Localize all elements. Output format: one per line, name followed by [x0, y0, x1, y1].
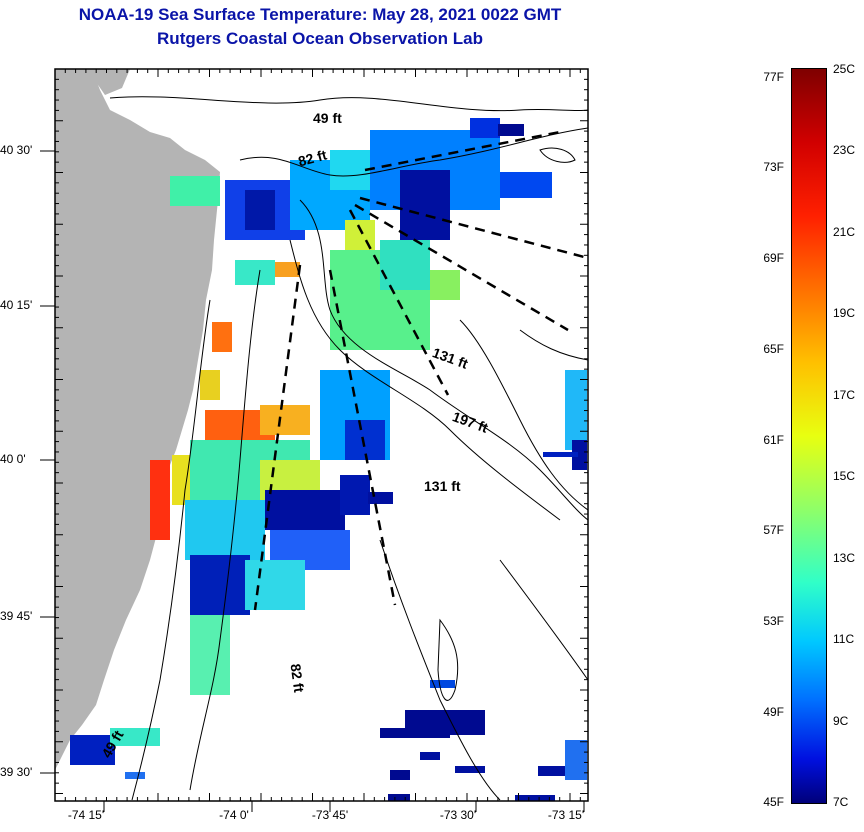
transect-line — [328, 269, 397, 606]
sst-cell — [260, 405, 310, 435]
colorbar-f-tick: 61F — [763, 433, 784, 447]
sst-cell — [70, 735, 115, 765]
lat-label-40-0: 40 0' — [0, 452, 26, 466]
sst-cell — [110, 728, 160, 746]
sst-cell — [245, 560, 305, 610]
contour-line — [499, 559, 589, 681]
colorbar-f-tick: 69F — [763, 251, 784, 265]
sst-cell — [170, 176, 220, 206]
sst-cell — [245, 190, 275, 230]
colorbar-f-tick: 57F — [763, 523, 784, 537]
sst-cell — [380, 728, 450, 738]
transect-line — [354, 203, 569, 332]
contour-line — [289, 239, 561, 521]
sst-cell — [455, 766, 485, 773]
colorbar-c-tick: 25C — [833, 62, 856, 76]
lon-label-74-0: -74 0' — [219, 808, 249, 822]
sst-cell — [420, 752, 440, 760]
transect-line — [359, 196, 589, 260]
colorbar-f-tick: 45F — [763, 795, 784, 809]
lat-label-40-15: 40 15' — [0, 298, 33, 312]
sst-cell — [185, 500, 265, 560]
lon-label-74-15: -74 15' — [67, 808, 105, 822]
sst-cell — [150, 460, 170, 540]
sst-cell — [500, 172, 552, 198]
sst-cell — [200, 370, 220, 400]
transect-line — [253, 264, 302, 611]
contour-line — [109, 96, 589, 112]
sst-cell — [340, 475, 370, 515]
sst-cell — [345, 420, 385, 460]
sst-cell — [212, 322, 232, 352]
sst-cell — [380, 240, 430, 290]
sst-cell — [345, 220, 375, 250]
land-fragment — [55, 69, 130, 95]
sst-cell — [265, 490, 345, 530]
colorbar-f-tick: 65F — [763, 342, 784, 356]
contour-line — [379, 539, 501, 801]
temperature-colorbar — [791, 68, 827, 804]
sst-cell — [125, 772, 145, 779]
contour-line — [189, 269, 261, 791]
sst-cell — [172, 455, 190, 505]
lat-label-40-30: 40 30' — [0, 143, 33, 157]
colorbar-f-tick: 49F — [763, 705, 784, 719]
sst-cell — [368, 492, 393, 504]
sst-cell — [498, 124, 524, 136]
chart-subtitle: Rutgers Coastal Ocean Observation Lab — [157, 29, 483, 48]
colorbar-c-tick: 11C — [833, 632, 855, 646]
contour-line — [131, 299, 211, 801]
lon-label-73-15: -73 15' — [547, 808, 585, 822]
contour-line — [299, 199, 589, 521]
colorbar-f-tick: 53F — [763, 614, 784, 628]
sst-data-layer — [70, 118, 587, 801]
sst-cell — [190, 555, 250, 615]
sst-cell — [565, 740, 587, 780]
sst-cell — [190, 615, 230, 695]
chart-title: NOAA-19 Sea Surface Temperature: May 28,… — [78, 5, 562, 24]
sst-cell — [235, 260, 275, 285]
sst-cell — [470, 118, 500, 138]
sst-cell — [275, 262, 300, 277]
sst-cell — [572, 440, 587, 470]
colorbar-c-tick: 15C — [833, 469, 856, 483]
lat-label-39-45: 39 45' — [0, 609, 33, 623]
contour-line — [519, 329, 589, 361]
colorbar-f-tick: 77F — [763, 70, 784, 84]
lon-label-73-30: -73 30' — [439, 808, 477, 822]
sst-cell — [388, 794, 410, 801]
contour-line — [459, 319, 589, 511]
lat-label-39-30: 39 30' — [0, 765, 33, 779]
sst-cell — [565, 370, 587, 450]
land-new-jersey — [55, 69, 220, 770]
colorbar-c-tick: 13C — [833, 551, 856, 565]
depth-label-49ft: 49 ft — [313, 110, 342, 126]
colorbar-c-tick: 19C — [833, 306, 856, 320]
contour-line — [437, 618, 459, 701]
sst-cell — [538, 766, 568, 776]
sst-cell — [543, 452, 578, 457]
depth-label-131ft-south: 131 ft — [424, 478, 461, 494]
contour-line — [239, 127, 589, 177]
lon-label-73-45: -73 45' — [311, 808, 349, 822]
sst-cell — [400, 170, 450, 240]
contour-line — [539, 147, 576, 163]
axis-ticks — [40, 68, 588, 812]
sst-cell — [430, 680, 455, 688]
sst-cell — [390, 770, 410, 780]
colorbar-c-tick: 17C — [833, 388, 856, 402]
colorbar-c-tick: 23C — [833, 143, 856, 157]
sst-cell — [330, 150, 370, 190]
bathymetry-contours — [109, 96, 589, 801]
sst-cell — [430, 270, 460, 300]
transect-line — [348, 209, 450, 396]
map-frame — [54, 68, 589, 802]
transect-lines — [253, 130, 589, 611]
colorbar-c-tick: 7C — [833, 795, 849, 809]
sst-cell — [515, 795, 555, 801]
colorbar-c-tick: 9C — [833, 714, 849, 728]
colorbar-c-tick: 21C — [833, 225, 856, 239]
colorbar-f-tick: 73F — [763, 160, 784, 174]
